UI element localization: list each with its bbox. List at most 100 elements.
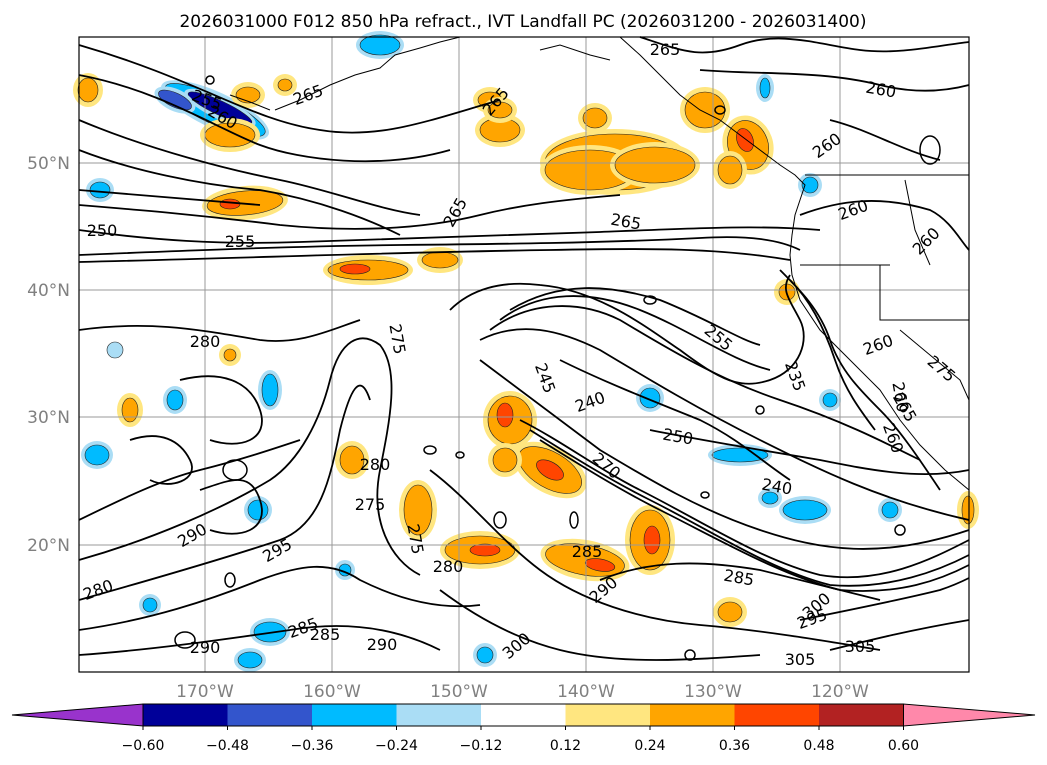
coastline xyxy=(539,44,611,61)
anomaly-shading xyxy=(584,558,616,572)
anomaly-shading xyxy=(339,445,365,475)
colorbar-tick-label: −0.36 xyxy=(291,738,334,754)
colorbar-bin xyxy=(650,704,735,726)
contour-label: 290 xyxy=(367,635,398,654)
anomaly-shading xyxy=(421,251,459,269)
contour-line xyxy=(519,419,970,579)
latitude-labels: 50°N 40°N 30°N 20°N xyxy=(27,154,70,556)
coastlines xyxy=(229,36,970,491)
anomaly-shading xyxy=(219,198,241,210)
contour-label: 285 xyxy=(310,625,341,644)
contour-label: 255 xyxy=(225,232,256,251)
contour-closed xyxy=(755,405,765,415)
anomaly-shading xyxy=(403,484,433,536)
anomaly-shading xyxy=(469,543,501,557)
contour-closed xyxy=(455,451,465,459)
contour-line xyxy=(78,194,621,230)
figure-title: 2026031000 F012 850 hPa refract., IVT La… xyxy=(179,12,866,32)
colorbar-frame xyxy=(142,703,904,727)
contour-line xyxy=(509,287,761,346)
colorbar-tick-label: 0.12 xyxy=(550,738,581,754)
colorbar-bin xyxy=(481,704,566,726)
anomaly-shading xyxy=(496,402,514,428)
colorbar-bin xyxy=(734,704,819,726)
contour-line xyxy=(78,119,421,216)
contour-line xyxy=(489,305,921,461)
anomaly-shading xyxy=(84,444,110,466)
anomaly-shading xyxy=(142,597,158,613)
contour-label: 265 xyxy=(650,40,681,59)
colorbar: −0.60 −0.48 −0.36 −0.24 −0.12 0.12 0.24 0.36 0.4… xyxy=(11,703,1036,754)
anomaly-shading xyxy=(782,499,828,521)
anomaly-shading xyxy=(158,89,192,111)
shading-layer xyxy=(73,31,979,672)
contour-closed xyxy=(174,631,196,649)
lon-label: 130°W xyxy=(684,682,742,702)
anomaly-shading xyxy=(736,128,754,152)
contour-closed xyxy=(714,105,726,115)
anomaly-shading xyxy=(166,389,184,411)
contour-line xyxy=(499,295,771,371)
coastline xyxy=(274,36,461,111)
contour-line xyxy=(78,337,421,576)
colorbar-tick-label: 0.36 xyxy=(719,738,750,754)
coastline xyxy=(229,94,271,111)
contour-line xyxy=(78,625,441,656)
contour-line xyxy=(779,269,941,491)
contour-closed xyxy=(684,649,696,661)
longitude-labels: 170°W 160°W 150°W 140°W 130°W 120°W xyxy=(176,682,869,702)
lon-label: 160°W xyxy=(303,682,361,702)
contour-closed xyxy=(222,459,248,481)
lat-label: 40°N xyxy=(27,281,70,301)
contour-line xyxy=(539,439,970,592)
contour-label: 305 xyxy=(845,637,876,656)
contour-closed xyxy=(423,445,437,455)
contour-line xyxy=(649,429,970,476)
anomaly-shading xyxy=(759,77,771,99)
anomaly-shading xyxy=(711,447,769,463)
anomaly-shading xyxy=(961,495,975,525)
anomaly-shading xyxy=(822,392,838,408)
lon-label: 140°W xyxy=(557,682,615,702)
colorbar-bin xyxy=(227,704,312,726)
contour-closed xyxy=(643,295,657,305)
colorbar-tick-label: −0.24 xyxy=(375,738,418,754)
contour-line xyxy=(439,589,761,661)
anomaly-shading xyxy=(487,101,513,119)
contour-line xyxy=(78,248,791,263)
contour-line xyxy=(789,279,876,431)
anomaly-shading xyxy=(339,263,371,275)
anomaly-shading xyxy=(89,181,111,199)
contour-closed xyxy=(224,572,236,588)
anomaly-shading xyxy=(536,459,564,481)
contour-line xyxy=(599,562,881,601)
anomaly-shading xyxy=(492,447,518,473)
contour-line xyxy=(559,359,791,481)
contour-label: 285 xyxy=(572,542,603,561)
contour-label: 280 xyxy=(433,557,464,576)
colorbar-bin xyxy=(143,704,228,726)
colorbar-tick-label: −0.48 xyxy=(206,738,249,754)
anomaly-shading xyxy=(684,91,726,129)
contour-line xyxy=(78,439,301,521)
contour-line xyxy=(799,577,970,621)
anomaly-shading xyxy=(77,77,99,103)
anomaly-shading xyxy=(582,107,608,129)
anomaly-shading xyxy=(643,525,661,555)
contour-closed xyxy=(919,135,941,165)
contour-line xyxy=(78,319,361,342)
anomaly-shading xyxy=(247,499,269,521)
contour-line xyxy=(179,375,263,445)
anomaly-shading xyxy=(235,86,261,104)
anomaly-shading xyxy=(106,341,124,359)
anomaly-shading xyxy=(639,387,661,409)
contour-closed xyxy=(493,511,507,529)
coastline xyxy=(619,36,970,491)
contour-closed xyxy=(205,75,215,85)
colorbar-tick-label: −0.12 xyxy=(460,738,503,754)
lon-label: 120°W xyxy=(811,682,869,702)
contour-line xyxy=(829,119,941,161)
lon-label: 170°W xyxy=(176,682,234,702)
